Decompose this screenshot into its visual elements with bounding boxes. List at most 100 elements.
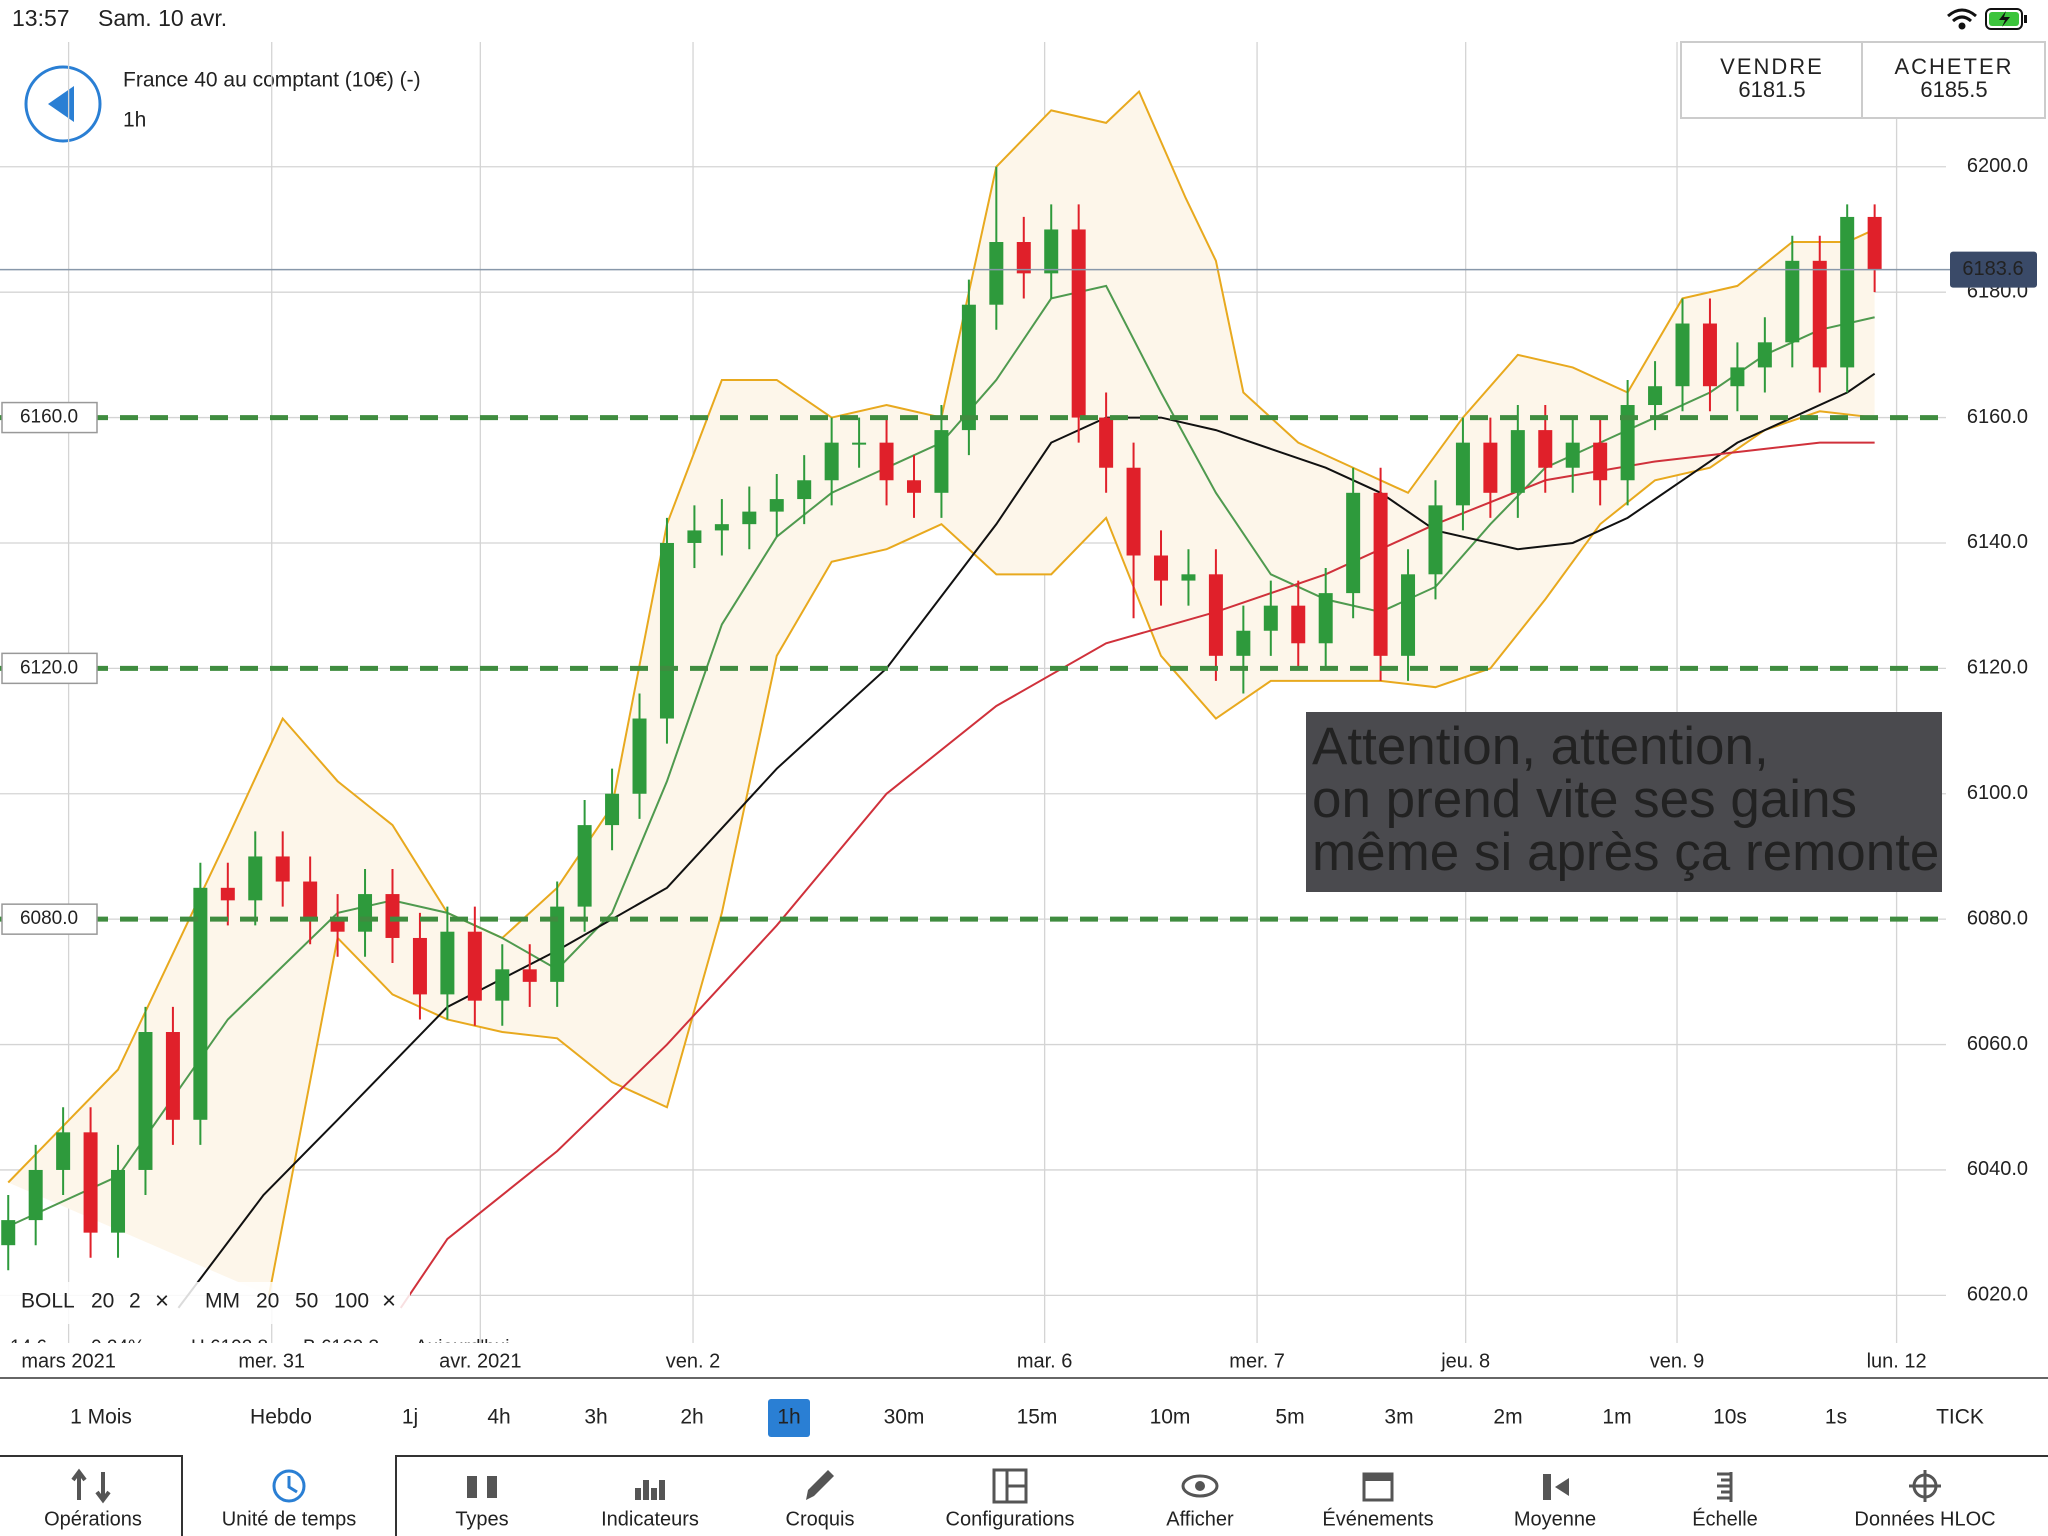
timeframe-button[interactable]: 1j — [402, 1406, 418, 1429]
timeframe-button[interactable]: TICK — [1936, 1406, 1984, 1429]
candle-body — [1840, 216, 1855, 368]
icon-shape — [1909, 1470, 1941, 1502]
candle-body — [1208, 574, 1223, 656]
timeframe-selected-bg — [768, 1399, 810, 1437]
candle-body — [220, 887, 235, 901]
toolbar-button[interactable]: Opérations — [44, 1508, 142, 1530]
bollinger-lower — [267, 410, 1875, 1296]
toolbar-button[interactable]: Données HLOC — [1854, 1508, 1995, 1530]
icon-shape — [487, 1476, 497, 1498]
back-button[interactable] — [24, 65, 102, 143]
toolbar-icon — [992, 1468, 1028, 1504]
toolbar-icon — [635, 1480, 665, 1500]
toolbar-border — [0, 1455, 2048, 1536]
candle-body — [1428, 505, 1443, 575]
level-label: 6080.0 — [20, 908, 78, 929]
quote-text[interactable]: 6185.5 — [1920, 77, 1987, 102]
toolbar-icon — [806, 1470, 834, 1500]
candle-body — [138, 1032, 153, 1170]
candle-body — [1373, 492, 1388, 656]
candle-body — [1181, 574, 1196, 581]
timeframe-button[interactable]: 2h — [680, 1406, 703, 1429]
candle-body — [961, 304, 976, 431]
timeframe-button[interactable]: 1 Mois — [70, 1406, 132, 1429]
quote-text[interactable]: ACHETER — [1894, 54, 2013, 79]
candle-body — [303, 881, 318, 920]
level-label-box — [1, 652, 98, 685]
candle-body — [1016, 242, 1031, 274]
toolbar-icon — [1543, 1474, 1569, 1500]
annotation-box — [1306, 712, 1942, 892]
icon-shape — [806, 1470, 834, 1500]
battery-icon — [1985, 8, 2027, 30]
timeframe-button[interactable]: 1s — [1825, 1406, 1847, 1429]
candle-body — [165, 1032, 180, 1120]
timeframe-button[interactable]: 4h — [487, 1406, 510, 1429]
candle-body — [275, 856, 290, 882]
timeframe-button[interactable]: 5m — [1275, 1406, 1304, 1429]
toolbar-button[interactable]: Échelle — [1692, 1507, 1758, 1530]
toolbar-button[interactable]: Moyenne — [1514, 1508, 1596, 1530]
icon-shape — [651, 1488, 657, 1500]
candle-body — [906, 480, 921, 493]
level-label-box — [1, 401, 98, 434]
x-tick-label: mer. 7 — [1229, 1350, 1285, 1372]
candle-body — [659, 542, 674, 719]
toolbar-button[interactable]: Indicateurs — [601, 1508, 699, 1530]
timeframe-button[interactable]: Hebdo — [250, 1406, 312, 1429]
legend-remove-icon[interactable]: × — [155, 1287, 169, 1314]
candle-body — [193, 887, 208, 1120]
x-tick-label: lun. 12 — [1867, 1350, 1927, 1372]
toolbar-button[interactable]: Unité de temps — [222, 1508, 357, 1530]
candle-body — [989, 242, 1004, 305]
icon-shape — [1181, 1474, 1219, 1498]
candle-body — [1291, 605, 1306, 644]
timeframe-button[interactable]: 3m — [1384, 1406, 1413, 1429]
y-tick-label: 6040.0 — [1967, 1158, 2028, 1180]
level-label-box — [1, 903, 98, 935]
info-item: 0.24% — [91, 1337, 145, 1358]
toolbar-button[interactable]: Types — [455, 1508, 508, 1530]
legend-remove-icon[interactable]: × — [382, 1287, 396, 1314]
timeframe-button[interactable]: 2m — [1493, 1406, 1522, 1429]
x-tick-label: mer. 31 — [238, 1350, 305, 1372]
toolbar-button[interactable]: Croquis — [786, 1508, 855, 1530]
legend-item: 20 — [91, 1290, 114, 1313]
candle-body — [1675, 323, 1690, 387]
quote-text[interactable]: VENDRE — [1720, 54, 1824, 79]
current-price-box — [1950, 251, 2037, 288]
timeframe-button[interactable]: 3h — [584, 1406, 607, 1429]
timeframe-button[interactable]: 10m — [1150, 1406, 1191, 1429]
timeframe-button[interactable]: 30m — [884, 1406, 925, 1429]
candle-body — [522, 969, 537, 982]
legend-item: BOLL — [21, 1290, 75, 1313]
quote-text[interactable]: 6181.5 — [1738, 77, 1805, 102]
toolbar-button[interactable]: Afficher — [1166, 1508, 1234, 1530]
wifi-icon — [1947, 8, 1977, 30]
candle-body — [852, 442, 867, 445]
toolbar-button[interactable]: Événements — [1322, 1507, 1433, 1530]
candle-body — [495, 969, 510, 1001]
icon-shape — [1364, 1474, 1392, 1481]
toolbar-icon — [1362, 1472, 1394, 1502]
timeframe-button[interactable]: 10s — [1713, 1406, 1747, 1429]
x-tick-label: jeu. 8 — [1440, 1350, 1490, 1372]
chart: 6160.0 6120.0 6080.0 6020.0 6040.0 6060.0 6080… — [0, 42, 2048, 1379]
current-price-label: 6183.6 — [1962, 258, 2023, 280]
legend-item: 50 — [295, 1290, 318, 1313]
candle-body — [1346, 492, 1361, 594]
timeframe-button[interactable]: 1m — [1602, 1406, 1631, 1429]
candle-body — [1593, 442, 1608, 481]
icon-shape — [71, 1468, 111, 1504]
icon-shape — [635, 1488, 641, 1500]
candle-body — [605, 793, 620, 826]
info-item: 14.6 — [10, 1337, 47, 1358]
toolbar-button[interactable]: Configurations — [946, 1508, 1075, 1530]
timeframe-button[interactable]: 1h — [777, 1406, 800, 1429]
plot-area — [0, 42, 1946, 1343]
timeframe-button[interactable]: 15m — [1017, 1406, 1058, 1429]
candle-body — [687, 530, 702, 543]
y-tick-label: 6160.0 — [1967, 406, 2028, 428]
candle-body — [1154, 555, 1169, 581]
